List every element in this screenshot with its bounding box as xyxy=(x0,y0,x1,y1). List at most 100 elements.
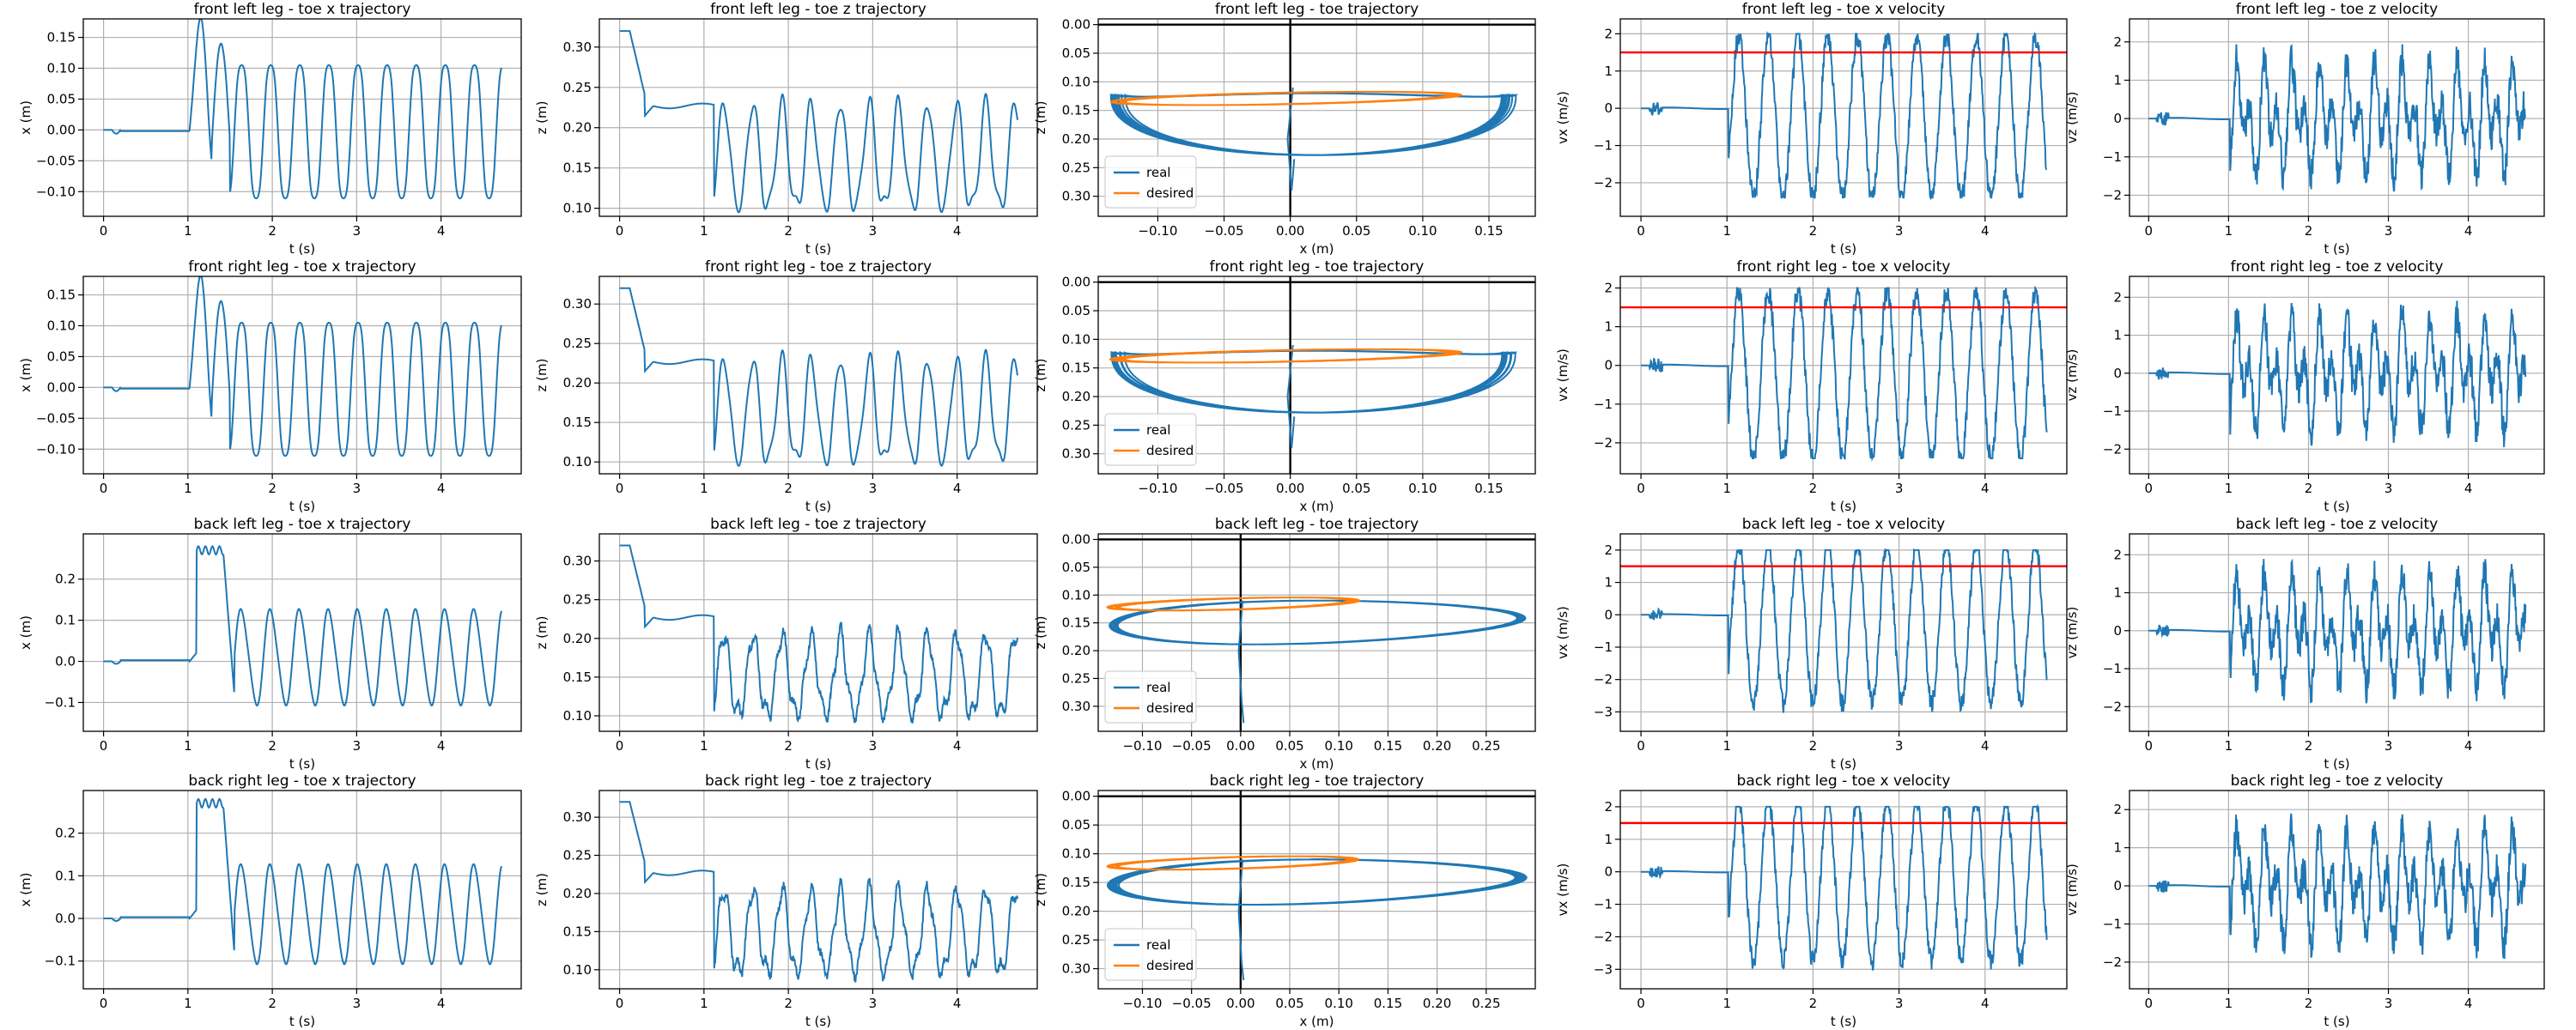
y-tick-label: 0.30 xyxy=(563,39,592,55)
plot-area xyxy=(103,19,502,200)
y-tick-label: 2 xyxy=(1604,281,1613,296)
series-line xyxy=(1641,803,2048,971)
series-line xyxy=(1641,548,2048,713)
x-tick-label: 0 xyxy=(616,738,624,754)
x-axis-label: t (s) xyxy=(2324,756,2349,772)
y-tick-label: 2 xyxy=(2113,802,2122,817)
x-tick-label: 3 xyxy=(2385,738,2393,754)
legend: real desired xyxy=(1104,670,1197,724)
x-tick-label: 1 xyxy=(1722,996,1731,1011)
x-tick-label: −0.10 xyxy=(1122,738,1162,754)
series-real-stem xyxy=(1286,344,1296,449)
chart-title: back left leg - toe trajectory xyxy=(1215,516,1419,533)
y-tick-label: 0.10 xyxy=(1062,331,1091,347)
x-tick-label: 2 xyxy=(784,738,793,754)
x-tick-label: 0.00 xyxy=(1276,223,1304,239)
y-axis-label: vz (m/s) xyxy=(2064,349,2080,402)
x-tick-label: 0 xyxy=(100,738,108,754)
x-tick-label: 1 xyxy=(2225,481,2233,496)
x-tick-label: −0.05 xyxy=(1172,996,1212,1011)
x-tick-label: 0.00 xyxy=(1226,996,1255,1011)
y-tick-label: 0.25 xyxy=(1062,160,1091,175)
y-tick-label: 0.15 xyxy=(47,288,76,303)
chart-fr-x: 0 1 2 3 4 −0.10 −0.05 0.00 0.05 0.10 0.15 front rig… xyxy=(18,258,522,514)
y-tick-label: 0.20 xyxy=(563,631,592,646)
x-tick-label: 4 xyxy=(1981,481,1990,496)
y-tick-label: −2 xyxy=(1594,175,1613,191)
y-tick-label: 2 xyxy=(2113,34,2122,50)
x-tick-label: 0.20 xyxy=(1423,996,1451,1011)
x-tick-label: 3 xyxy=(353,223,361,239)
x-tick-label: 0.15 xyxy=(1474,223,1503,239)
y-tick-label: 0.25 xyxy=(563,848,592,863)
y-tick-label: 0.25 xyxy=(1062,417,1091,433)
chart-fr-vx: 0 1 2 3 4 −2 −1 0 1 2 front right leg - toe x velo… xyxy=(1555,258,2068,514)
chart-title: back right leg - toe x trajectory xyxy=(188,772,416,790)
x-tick-label: 0 xyxy=(2145,996,2154,1011)
y-tick-label: 0.20 xyxy=(563,375,592,391)
legend-label-desired: desired xyxy=(1146,958,1194,973)
axes-frame xyxy=(82,18,522,217)
x-tick-label: 3 xyxy=(1895,996,1904,1011)
x-tick-label: 2 xyxy=(268,738,276,754)
y-tick-label: 1 xyxy=(1604,319,1613,335)
y-tick-label: 0.20 xyxy=(1062,904,1091,919)
y-tick-label: 2 xyxy=(2113,547,2122,562)
axes-frame xyxy=(82,276,522,475)
x-tick-label: 0 xyxy=(2145,223,2154,239)
x-axis-label: t (s) xyxy=(289,1014,315,1029)
chart-fr-vz: 0 1 2 3 4 −2 −1 0 1 2 front right leg - toe z velo… xyxy=(2064,258,2545,514)
y-tick-label: 0.10 xyxy=(563,201,592,216)
x-tick-label: −0.10 xyxy=(1138,481,1177,496)
x-tick-label: 4 xyxy=(437,481,446,496)
series-real-stem xyxy=(1237,600,1245,724)
x-tick-label: 0 xyxy=(1637,738,1645,754)
x-axis-label: x (m) xyxy=(1300,241,1334,257)
y-tick-label: 0.25 xyxy=(1062,670,1091,686)
x-tick-label: 3 xyxy=(869,738,878,754)
y-tick-label: 0.20 xyxy=(563,120,592,136)
x-tick-label: 0.05 xyxy=(1342,481,1370,496)
y-tick-label: 0.25 xyxy=(563,80,592,95)
series-line xyxy=(103,19,502,200)
legend-label-real: real xyxy=(1146,680,1170,695)
series-real-stem xyxy=(1286,87,1296,191)
y-tick-label: 0.15 xyxy=(563,924,592,939)
y-tick-label: −2 xyxy=(1594,929,1613,944)
series-line xyxy=(1641,285,2048,462)
y-tick-label: −2 xyxy=(1594,435,1613,451)
chart-title: front right leg - toe z trajectory xyxy=(705,258,932,276)
y-tick-label: −0.10 xyxy=(36,441,76,457)
plot-area xyxy=(1098,19,1535,216)
x-tick-label: 2 xyxy=(2305,996,2313,1011)
x-tick-label: 4 xyxy=(2464,223,2473,239)
x-tick-label: 0.20 xyxy=(1423,738,1451,754)
axes-frame xyxy=(82,790,522,990)
x-tick-label: 2 xyxy=(268,223,276,239)
x-tick-label: 2 xyxy=(2305,481,2313,496)
chart-bl-vz: 0 1 2 3 4 −2 −1 0 1 2 back left leg - toe z veloci… xyxy=(2064,516,2545,772)
y-tick-label: 0.2 xyxy=(55,572,76,587)
y-tick-label: −0.05 xyxy=(36,153,76,168)
x-tick-label: 0 xyxy=(1637,223,1645,239)
y-tick-label: 0.0 xyxy=(55,911,76,926)
x-tick-label: 2 xyxy=(1809,481,1818,496)
y-axis-label: z (m) xyxy=(1033,616,1048,650)
y-tick-label: 0 xyxy=(1604,864,1613,880)
x-tick-label: 4 xyxy=(953,223,962,239)
plot-area xyxy=(619,801,1018,983)
y-tick-label: 0.20 xyxy=(563,886,592,901)
y-axis-label: vx (m/s) xyxy=(1555,91,1571,144)
plot-area xyxy=(2148,813,2527,960)
y-tick-label: 0.05 xyxy=(1062,45,1091,61)
y-tick-label: 0.10 xyxy=(563,454,592,470)
plot-area xyxy=(103,545,502,707)
y-tick-label: 1 xyxy=(1604,575,1613,591)
y-tick-label: 0.10 xyxy=(563,962,592,978)
x-axis-label: t (s) xyxy=(2324,1014,2349,1029)
axes-frame xyxy=(598,18,1038,217)
y-tick-label: 0.1 xyxy=(55,868,76,883)
y-axis-label: vx (m/s) xyxy=(1555,606,1571,659)
x-tick-label: 0 xyxy=(100,996,108,1011)
